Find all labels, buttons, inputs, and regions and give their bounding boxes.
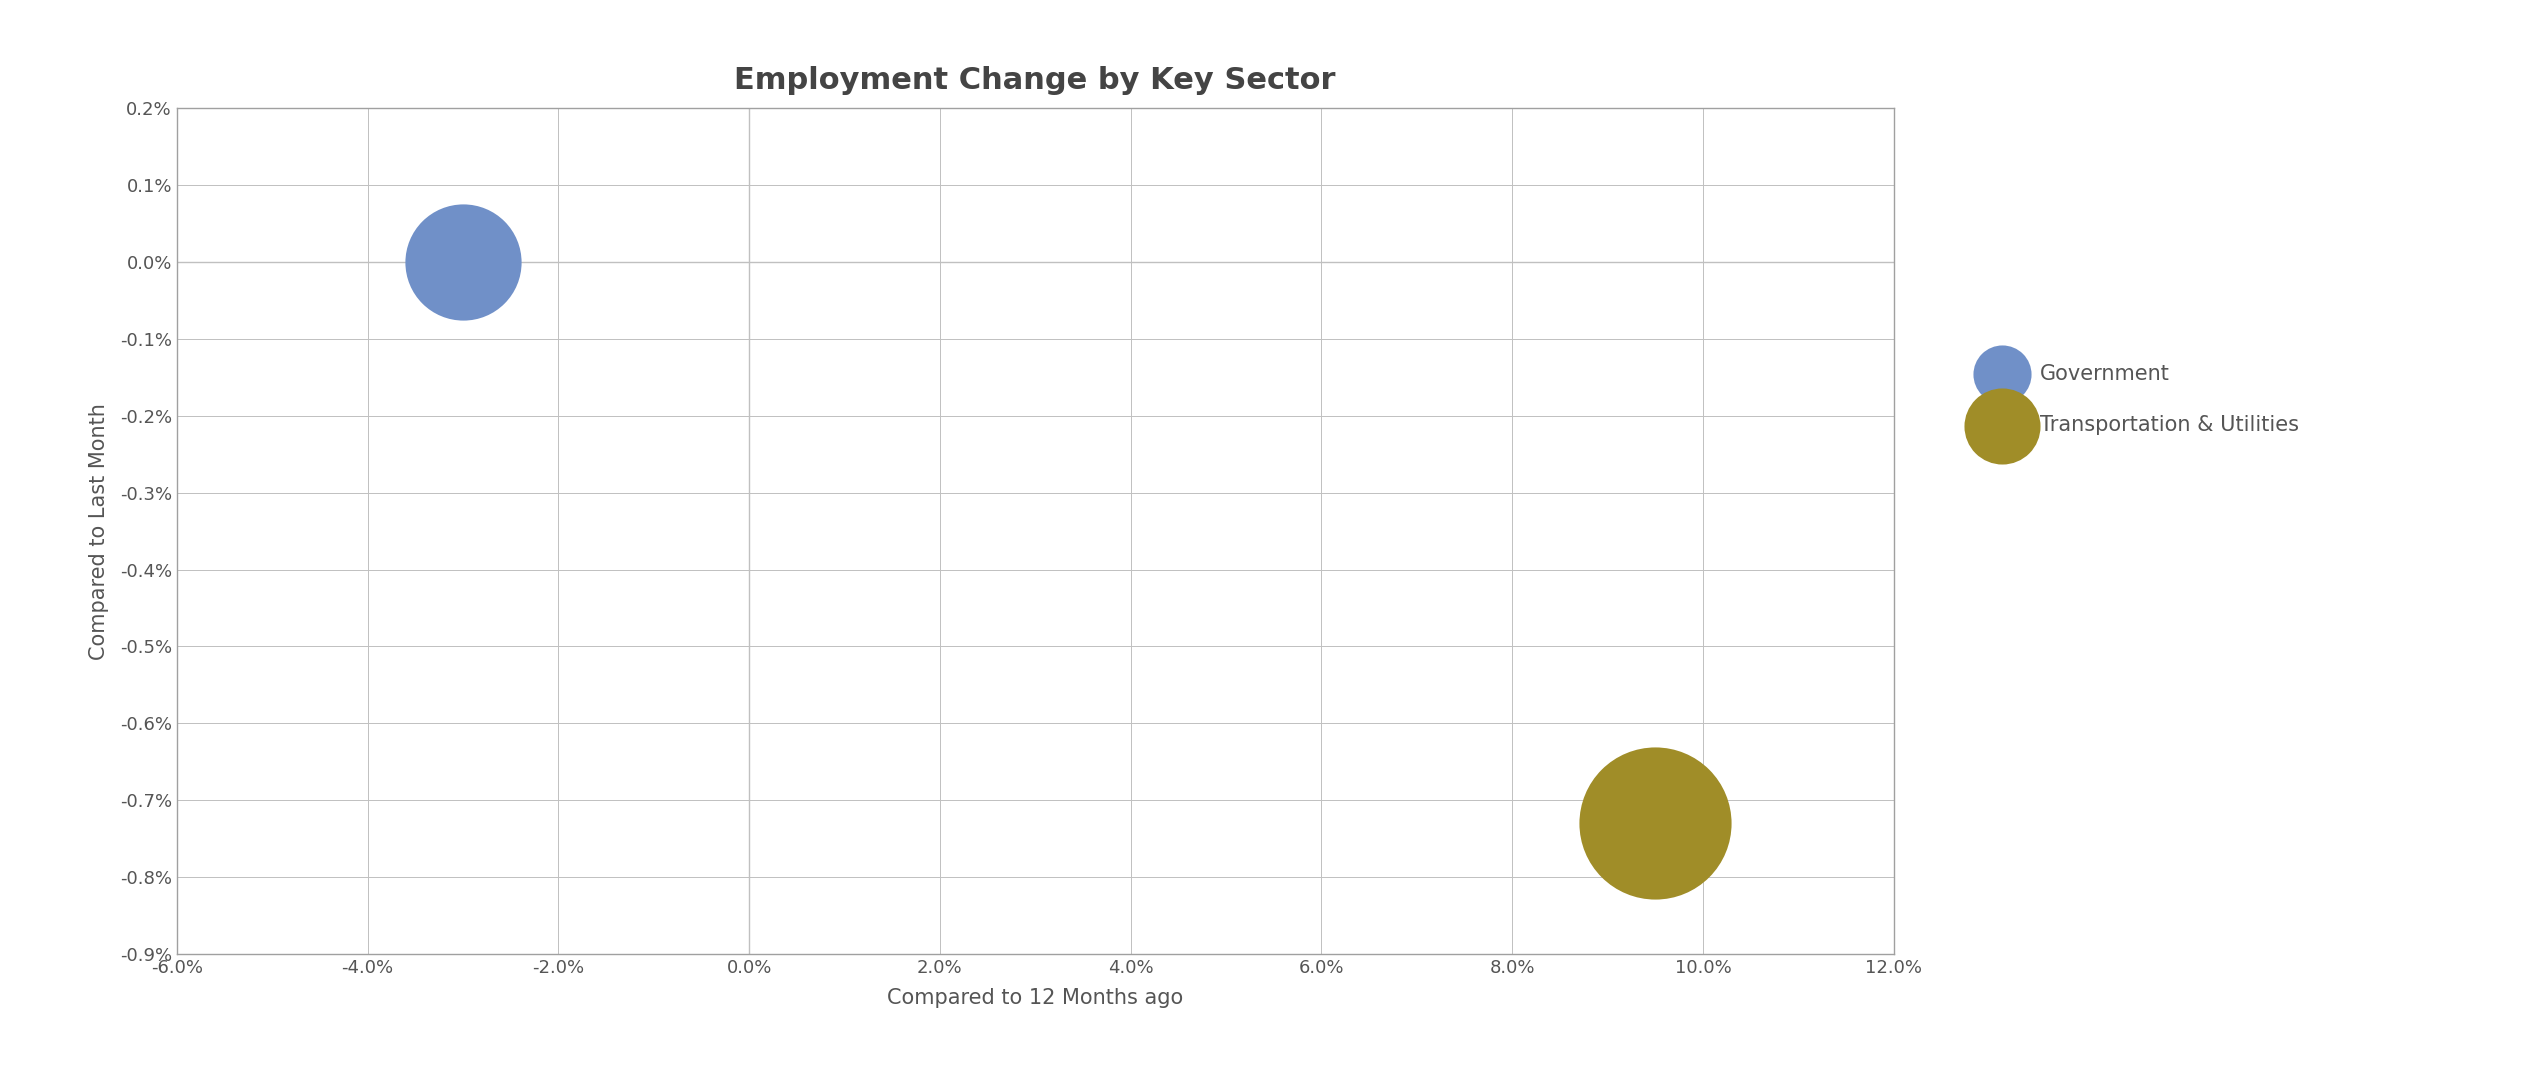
Y-axis label: Compared to Last Month: Compared to Last Month [88, 403, 109, 659]
Government [442, 254, 482, 271]
Transportation & Utilities [1636, 814, 1677, 831]
Legend: Government, Transportation & Utilities: Government, Transportation & Utilities [1972, 356, 2308, 443]
Title: Employment Change by Key Sector: Employment Change by Key Sector [735, 66, 1336, 95]
X-axis label: Compared to 12 Months ago: Compared to 12 Months ago [886, 988, 1184, 1008]
